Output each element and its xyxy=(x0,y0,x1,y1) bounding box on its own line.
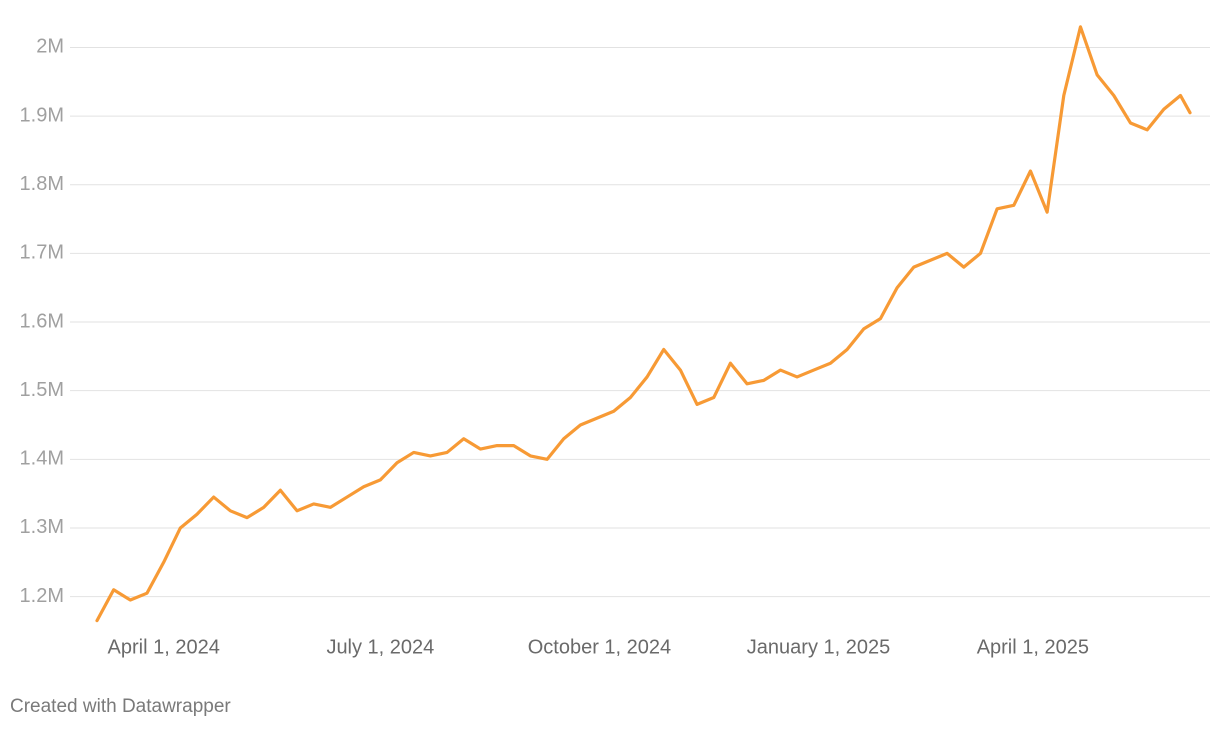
y-tick-label: 2M xyxy=(36,36,64,58)
x-tick-label: October 1, 2024 xyxy=(528,636,671,658)
x-tick-label: July 1, 2024 xyxy=(326,636,434,658)
y-tick-label: 1.9M xyxy=(20,104,64,126)
y-tick-label: 1.7M xyxy=(20,242,64,264)
footer: Created with Datawrapper xyxy=(10,696,231,717)
y-tick-label: 1.6M xyxy=(20,310,64,332)
data-line xyxy=(95,25,1192,623)
x-tick-label: January 1, 2025 xyxy=(747,636,890,658)
y-tick-label: 1.8M xyxy=(20,173,64,195)
y-tick-label: 1.3M xyxy=(20,516,64,538)
x-tick-label: April 1, 2024 xyxy=(108,636,220,658)
y-tick-label: 1.5M xyxy=(20,379,64,401)
y-tick-label: 1.2M xyxy=(20,585,64,607)
y-tick-label: 1.4M xyxy=(20,448,64,470)
x-tick-label: April 1, 2025 xyxy=(977,636,1089,658)
